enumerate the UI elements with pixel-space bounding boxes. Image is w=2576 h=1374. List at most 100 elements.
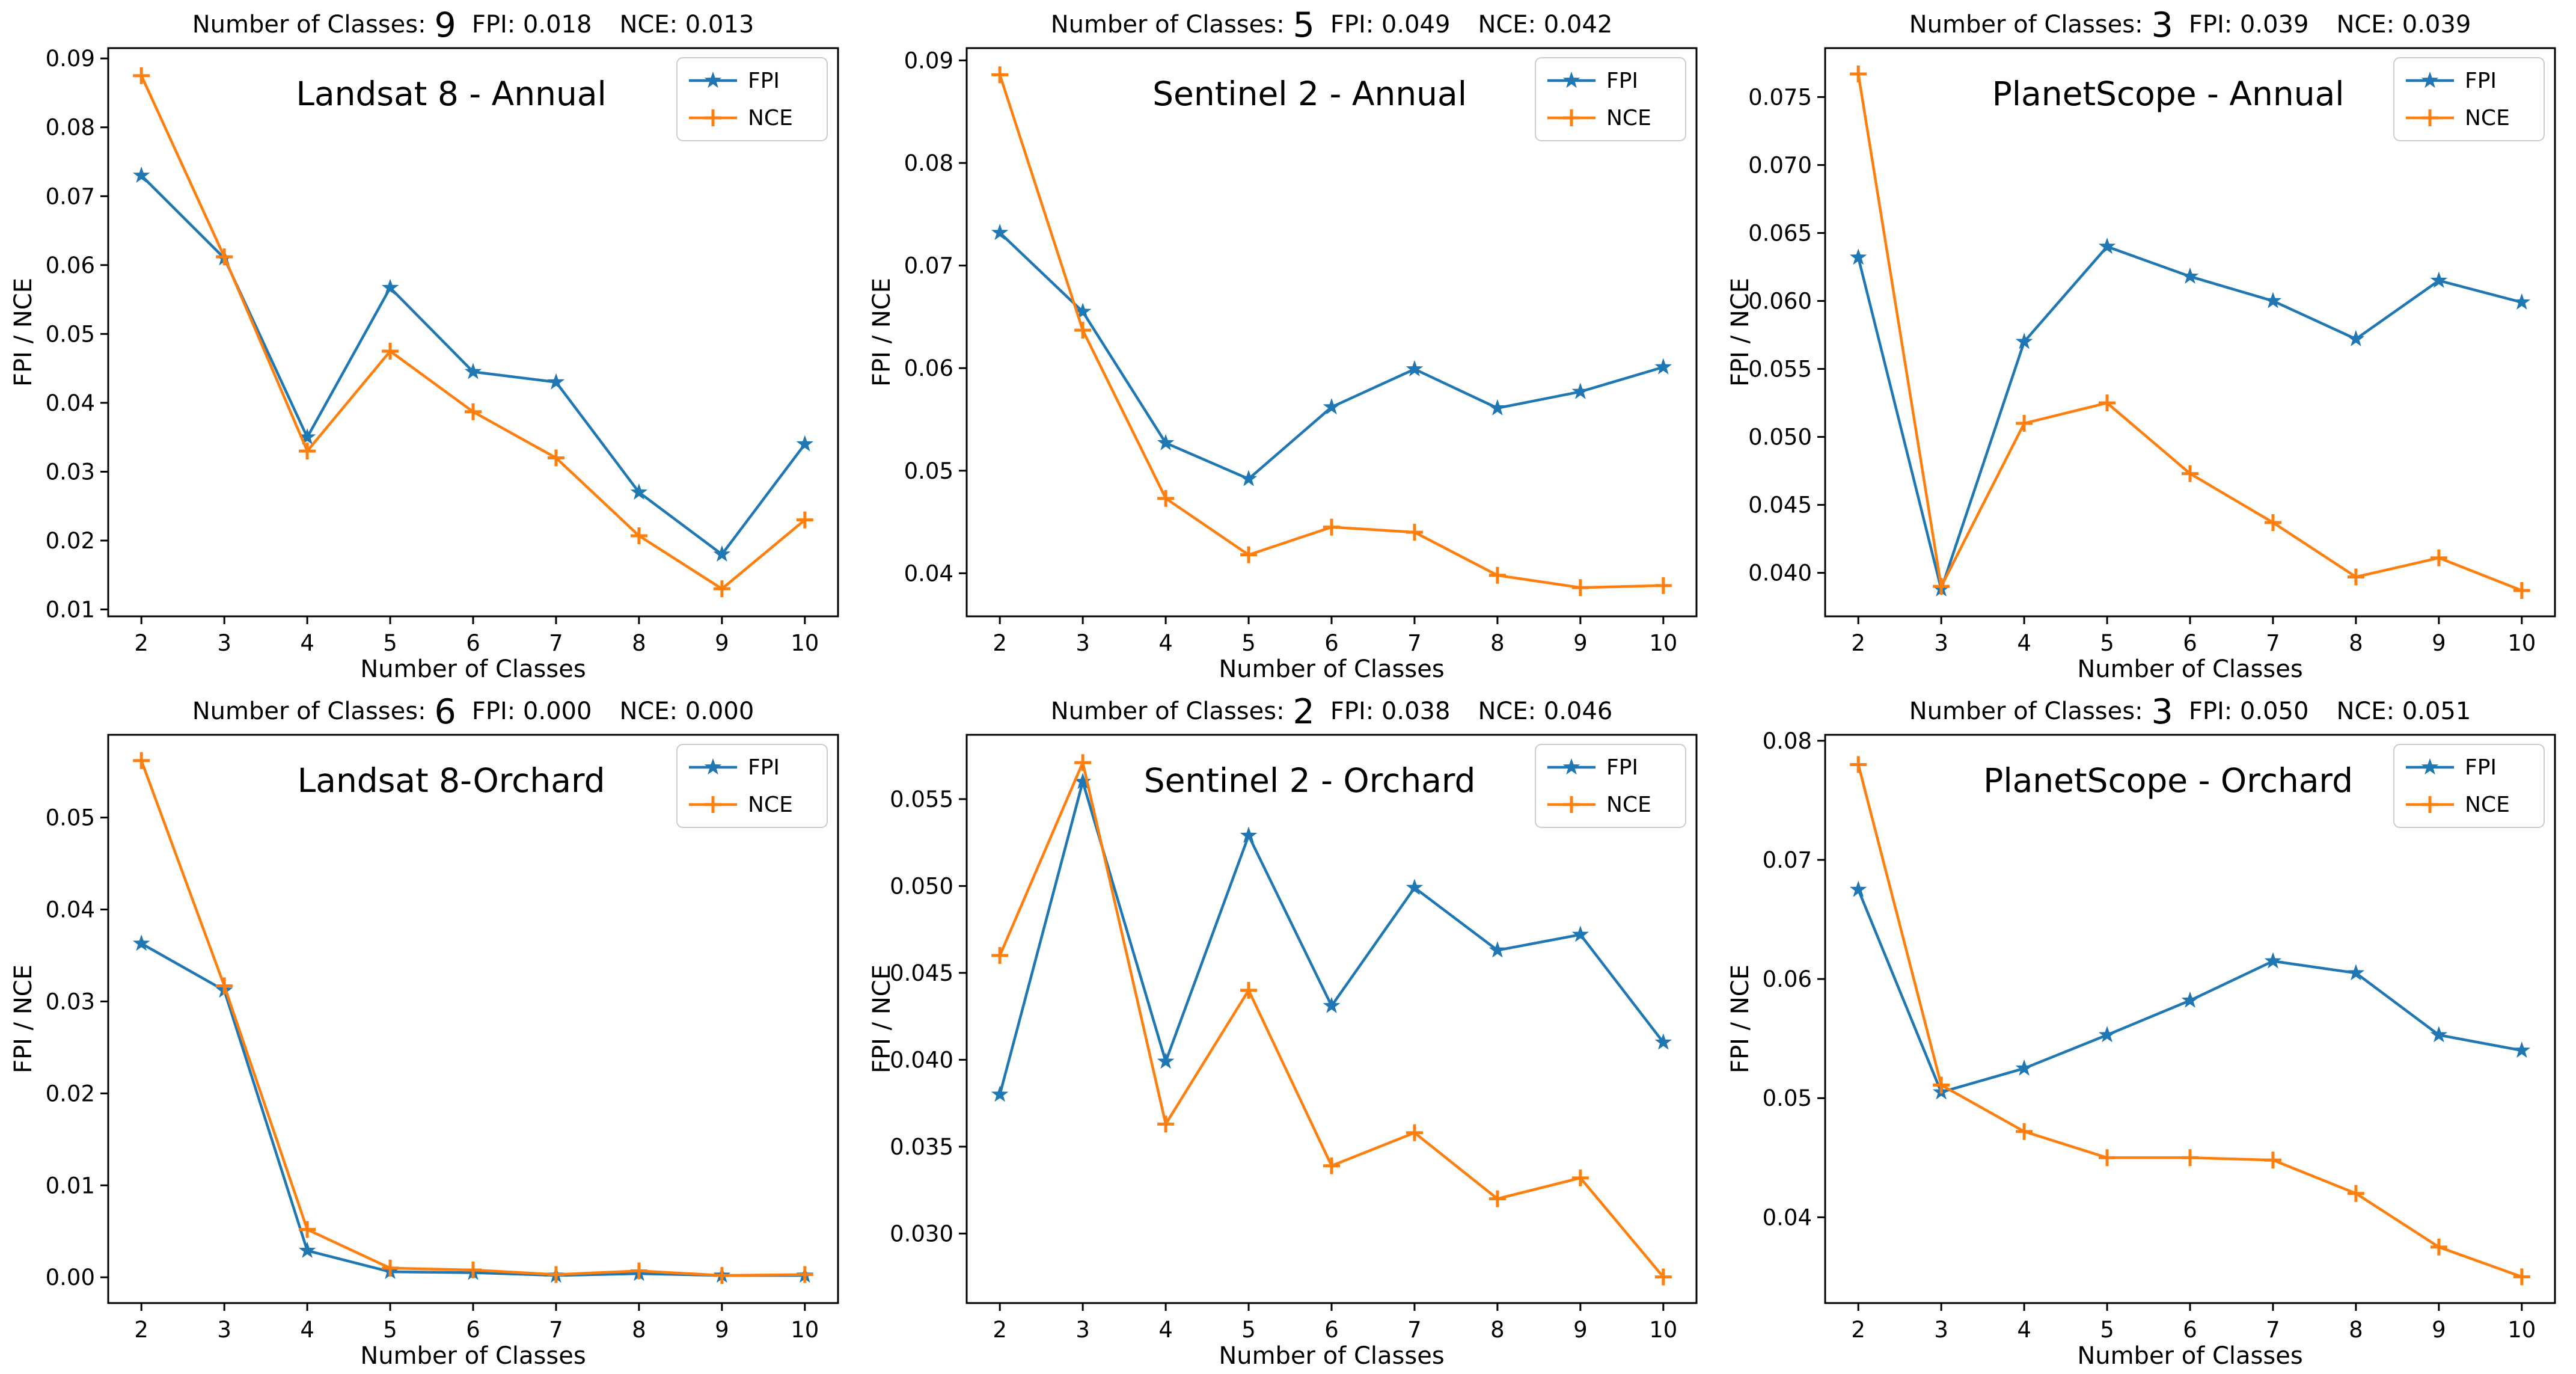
y-tick-label: 0.05: [1763, 1085, 1812, 1111]
star-marker: [2421, 758, 2439, 775]
x-tick-label: 9: [1573, 630, 1588, 656]
plus-marker: [2099, 1149, 2116, 1167]
plus-marker: [1488, 566, 1506, 584]
plus-marker: [991, 66, 1009, 84]
legend-label-fpi: FPI: [1606, 755, 1638, 780]
plus-marker: [2099, 394, 2116, 412]
y-tick-label: 0.045: [890, 960, 953, 986]
nce-line: [139, 759, 807, 1277]
chart-inner-title: Sentinel 2 - Annual: [1152, 75, 1467, 113]
legend: FPI NCE: [676, 744, 828, 828]
y-tick-label: 0.09: [904, 48, 953, 73]
legend-label-fpi: FPI: [2465, 755, 2497, 780]
legend-label-nce: NCE: [748, 793, 793, 817]
y-tick-label: 0.040: [1748, 560, 1812, 586]
x-tick-label: 5: [1241, 1317, 1256, 1343]
star-marker: [2015, 333, 2033, 349]
plus-marker: [991, 947, 1009, 965]
legend-label-nce: NCE: [2465, 793, 2510, 817]
header-nce-value: NCE: 0.039: [2336, 11, 2471, 38]
legend-label-nce: NCE: [1606, 106, 1651, 130]
x-tick-label: 9: [2432, 630, 2446, 656]
legend: FPI NCE: [1535, 57, 1686, 141]
chart-panel: Number of Classes: 3 FPI: 0.039 NCE: 0.039 0…: [1717, 0, 2575, 687]
fpi-markers: [132, 166, 814, 562]
x-tick-label: 3: [1075, 1317, 1090, 1343]
x-tick-label: 10: [2507, 630, 2536, 656]
legend: FPI NCE: [2393, 57, 2545, 141]
plus-marker: [382, 1259, 399, 1277]
y-tick-label: 0.03: [46, 459, 95, 485]
x-tick-label: 6: [466, 1317, 480, 1343]
chart-inner-title: PlanetScope - Orchard: [1983, 761, 2353, 800]
star-marker: [2430, 1026, 2448, 1043]
y-tick-label: 0.01: [46, 597, 95, 623]
chart-panel: Number of Classes: 6 FPI: 0.000 NCE: 0.000 0…: [0, 687, 858, 1373]
plus-marker: [2430, 549, 2447, 566]
plus-marker: [382, 343, 399, 360]
plus-marker: [1157, 1115, 1175, 1133]
y-tick-label: 0.050: [890, 873, 953, 899]
nce-markers: [133, 752, 813, 1284]
star-marker: [1654, 1033, 1672, 1050]
plus-marker: [705, 109, 721, 126]
plus-marker: [630, 1262, 647, 1280]
chart-header-title: Number of Classes: 6 FPI: 0.000 NCE: 0.000: [192, 692, 754, 732]
plus-marker: [2347, 1185, 2364, 1202]
chart-header-title: Number of Classes: 2 FPI: 0.038 NCE: 0.046: [1051, 692, 1613, 732]
fpi-markers: [991, 224, 1672, 486]
x-axis-label: Number of Classes: [360, 655, 586, 683]
chart-header-title: Number of Classes: 3 FPI: 0.050 NCE: 0.051: [1909, 692, 2471, 732]
x-tick-label: 3: [1934, 630, 1948, 656]
chart-panel: Number of Classes: 2 FPI: 0.038 NCE: 0.046 0…: [858, 687, 1717, 1373]
plus-marker: [1240, 981, 1258, 999]
fpi-line: [1856, 888, 2524, 1094]
y-tick-label: 0.07: [1763, 847, 1812, 873]
plus-marker: [1488, 1190, 1506, 1207]
nce-markers: [991, 66, 1672, 597]
fpi-line: [139, 942, 807, 1277]
chart-figure: Number of Classes: 9 FPI: 0.018 NCE: 0.0130…: [10, 5, 839, 683]
star-marker: [1562, 758, 1580, 775]
header-fpi-value: FPI: 0.049: [1330, 11, 1451, 38]
x-tick-label: 8: [1490, 630, 1505, 656]
star-marker: [1240, 470, 1258, 486]
plus-marker: [299, 1221, 316, 1238]
plus-marker: [1563, 796, 1580, 813]
header-nce-value: NCE: 0.046: [1478, 698, 1612, 725]
y-tick-label: 0.02: [46, 528, 95, 554]
plus-marker: [1323, 518, 1340, 536]
header-classes-value: 5: [1293, 5, 1315, 45]
star-marker: [1074, 773, 1092, 790]
x-tick-label: 6: [2183, 1317, 2197, 1343]
y-tick-label: 0.065: [1748, 220, 1812, 246]
x-axis-label: Number of Classes: [1219, 1342, 1444, 1370]
y-tick-label: 0.070: [1748, 152, 1812, 178]
star-marker: [1571, 925, 1589, 942]
star-marker: [1157, 434, 1175, 450]
plus-marker: [2016, 1123, 2033, 1140]
nce-markers: [133, 67, 813, 598]
y-tick-label: 0.055: [890, 787, 953, 812]
legend-label-fpi: FPI: [748, 755, 780, 780]
x-tick-label: 8: [632, 630, 646, 656]
chart-figure: Number of Classes: 6 FPI: 0.000 NCE: 0.0000…: [10, 692, 839, 1370]
header-classes-value: 3: [2152, 692, 2173, 732]
star-marker: [1571, 382, 1589, 399]
plus-marker: [796, 1266, 813, 1283]
star-marker: [991, 1085, 1009, 1102]
fpi-markers: [132, 934, 814, 1283]
x-tick-label: 5: [383, 630, 397, 656]
star-marker: [2098, 238, 2116, 254]
star-marker: [2098, 1026, 2116, 1043]
chart-figure: Number of Classes: 3 FPI: 0.050 NCE: 0.051 0…: [1727, 692, 2556, 1370]
x-tick-label: 7: [2266, 1317, 2280, 1343]
plus-marker: [1933, 578, 1950, 595]
chart-panel: Number of Classes: 3 FPI: 0.050 NCE: 0.051 0…: [1717, 687, 2575, 1373]
star-marker: [1488, 941, 1507, 958]
plus-marker: [1571, 579, 1589, 597]
chart-inner-title: Landsat 8-Orchard: [298, 761, 605, 800]
star-marker: [2181, 991, 2199, 1008]
x-tick-label: 3: [1934, 1317, 1948, 1343]
star-marker: [2421, 72, 2439, 88]
